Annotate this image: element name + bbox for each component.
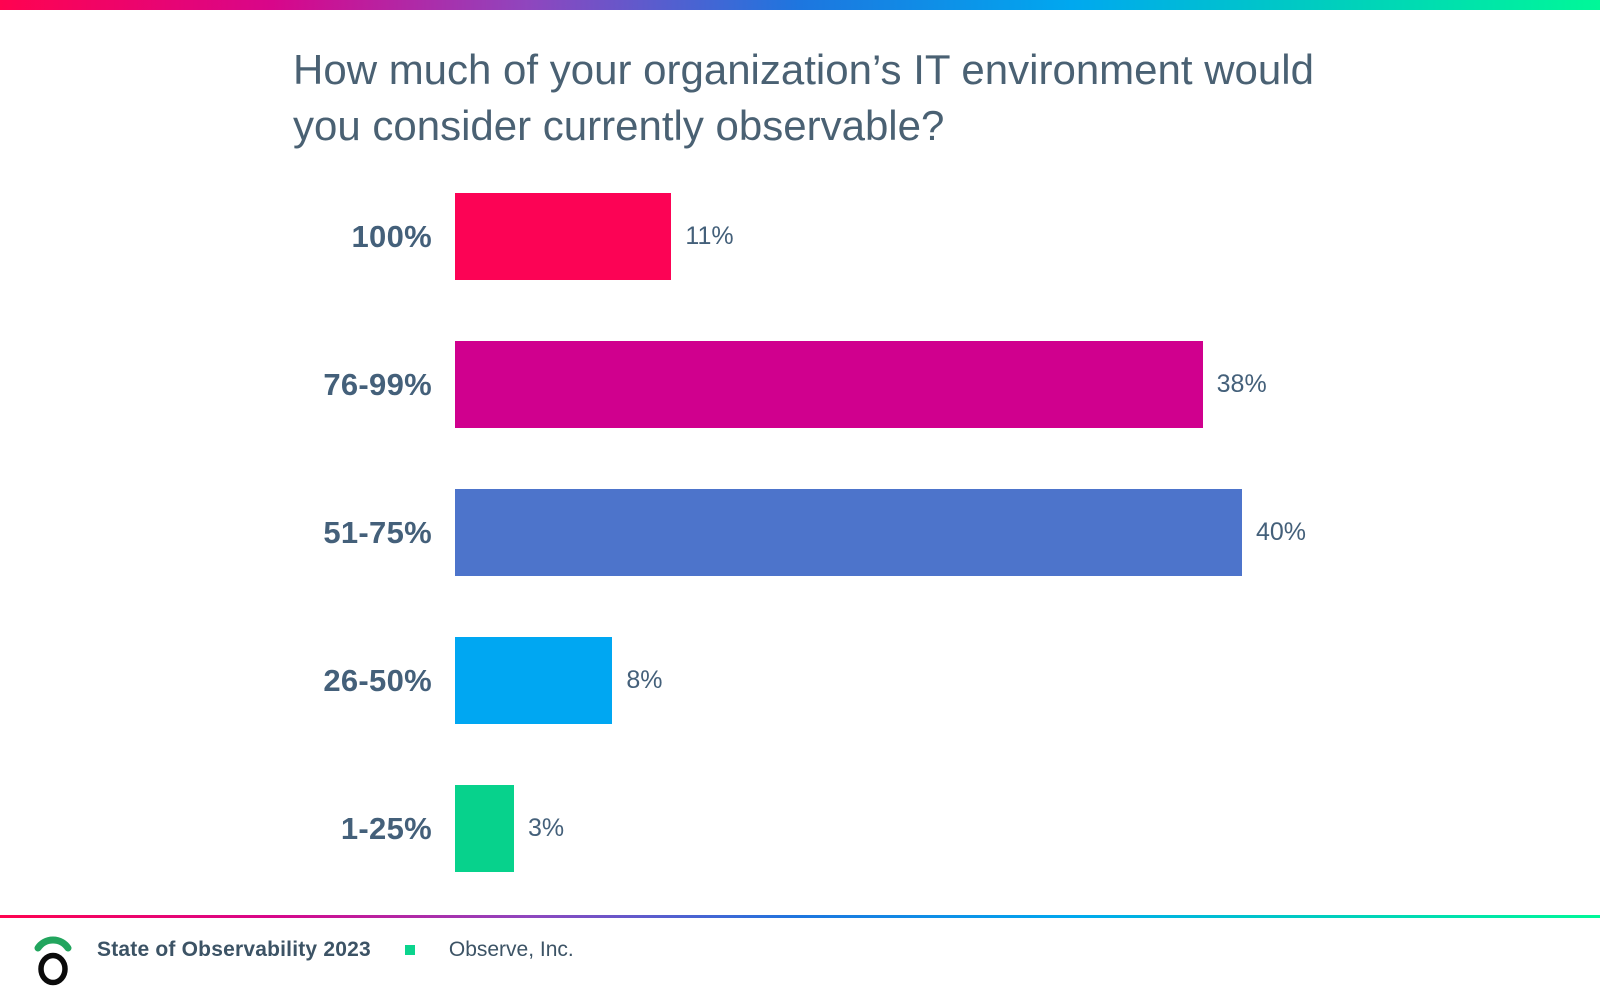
logo-arc — [34, 936, 72, 952]
category-label: 26-50% — [323, 663, 432, 698]
logo-circle — [38, 952, 68, 986]
bar — [455, 341, 1203, 428]
footer: State of Observability 2023 Observe, Inc… — [0, 918, 1600, 1000]
bar — [455, 637, 613, 724]
bottom-gradient-line — [0, 915, 1600, 918]
bar-chart: 100% 11% 76-99% 38% 51-75% 40% 26-50% 8% 1-25% 3% — [0, 193, 1600, 933]
category-label: 1-25% — [340, 811, 432, 846]
value-label: 11% — [685, 222, 734, 250]
footer-bullet-icon — [404, 945, 415, 955]
bar — [455, 489, 1242, 576]
value-label: 8% — [626, 666, 663, 694]
footer-text: State of Observability 2023 Observe, Inc… — [97, 918, 574, 982]
top-gradient-bar — [0, 0, 1600, 10]
footer-company: Observe, Inc. — [448, 938, 574, 961]
bar — [455, 193, 672, 280]
chart-row: 100% 11% — [0, 193, 1600, 280]
category-label: 51-75% — [323, 515, 432, 550]
value-label: 3% — [528, 814, 565, 842]
observe-logo-icon — [34, 936, 72, 986]
chart-title: How much of your organization’s IT envir… — [293, 46, 1314, 149]
footer-report-title: State of Observability 2023 — [97, 938, 371, 961]
category-label: 76-99% — [323, 367, 432, 402]
chart-row: 1-25% 3% — [0, 785, 1600, 872]
value-label: 38% — [1216, 370, 1267, 398]
chart-row: 76-99% 38% — [0, 341, 1600, 428]
value-label: 40% — [1256, 518, 1307, 546]
footer-bullet-square — [404, 945, 415, 955]
chart-row: 26-50% 8% — [0, 637, 1600, 724]
category-label: 100% — [351, 219, 432, 254]
bar — [455, 785, 515, 872]
chart-row: 51-75% 40% — [0, 489, 1600, 576]
